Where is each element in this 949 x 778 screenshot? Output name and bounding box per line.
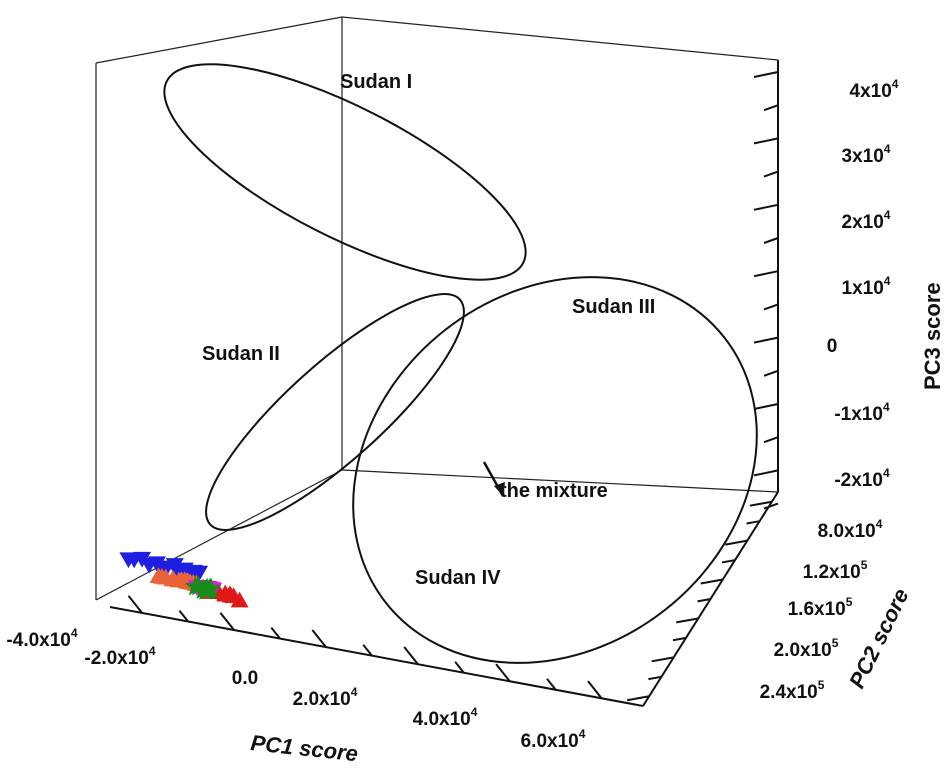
x-tick-label-1: -2.0x104 [84, 644, 155, 669]
axis-ticks [127, 71, 779, 702]
point-sudan-iii-7 [230, 591, 249, 608]
y-tick-10 [626, 695, 650, 702]
z-tick-1 [763, 104, 779, 112]
group-label-mixture: the mixture [500, 480, 608, 502]
mixture-arrow-head [494, 482, 505, 496]
z-tick-label-2: 2x104 [842, 208, 891, 233]
x-tick-10 [587, 680, 603, 699]
group-label-sudan-iv: Sudan IV [415, 567, 501, 589]
y-tick-9 [648, 675, 662, 681]
z-tick-3 [763, 170, 779, 178]
point-sudan-i-11 [190, 565, 209, 582]
y-tick-4 [700, 578, 723, 585]
point-the-mixture-9 [200, 577, 222, 598]
x-tick-label-3: 2.0x104 [293, 685, 358, 710]
x-tick-9 [546, 678, 557, 691]
y-tick-2 [725, 539, 748, 546]
z-tick-label-3: 1x104 [842, 274, 891, 299]
z-tick-0 [753, 71, 779, 78]
y-tick-1 [746, 520, 760, 525]
group-label-sudan-i: Sudan I [340, 71, 412, 93]
y-tick-7 [672, 636, 687, 642]
ellipse-sudan-iii-iv [352, 276, 758, 664]
x-tick-6 [403, 646, 419, 665]
plot-frame [95, 16, 779, 707]
z-tick-10 [753, 403, 779, 410]
x-axis-title: PC1 score [249, 730, 359, 766]
y-tick-0 [749, 500, 773, 507]
x-tick-label-4: 4.0x104 [413, 705, 478, 730]
z-tick-8 [753, 336, 779, 344]
z-tick-5 [763, 237, 779, 244]
z-tick-label-6: -2x104 [834, 466, 890, 491]
x-tick-1 [178, 609, 189, 623]
y-tick-5 [697, 598, 711, 603]
y-tick-label-1: 1.2x105 [803, 558, 868, 583]
y-axis-title: PC2 score [844, 584, 914, 692]
frame-top-right [341, 16, 779, 61]
y-tick-8 [651, 656, 674, 663]
frame-top-left [95, 16, 343, 64]
group-label-sudan-ii: Sudan II [202, 343, 280, 365]
x-tick-label-5: 6.0x104 [521, 727, 586, 752]
y-tick-6 [676, 617, 699, 624]
x-tick-2 [219, 612, 235, 631]
ellipse-sudan-ii [205, 293, 465, 531]
x-tick-4 [311, 629, 327, 648]
group-ellipses [163, 63, 758, 664]
z-tick-12 [753, 469, 779, 477]
frame-floor-right [341, 469, 779, 493]
y-tick-label-4: 2.4x105 [760, 678, 825, 703]
x-tick-5 [362, 644, 373, 657]
y-tick-label-2: 1.6x105 [788, 595, 853, 620]
x-tick-3 [270, 627, 281, 640]
z-tick-7 [763, 303, 779, 311]
z-tick-2 [753, 137, 779, 145]
z-tick-13 [763, 502, 779, 510]
x-tick-label-2: 0.0 [232, 668, 258, 689]
z-tick-label-4: 0 [827, 336, 838, 357]
point-sudan-ii-13 [164, 570, 183, 587]
x-tick-label-0: -4.0x104 [6, 626, 77, 651]
point-sudan-iii-6 [221, 586, 240, 603]
point-the-mixture-8 [195, 579, 217, 600]
data-points [119, 551, 249, 608]
ellipse-sudan-i [163, 63, 527, 281]
x-tick-7 [454, 661, 465, 674]
y-tick-3 [721, 559, 736, 564]
tick-labels: -4.0x104 -2.0x104 0.0 2.0x104 4.0x104 6.0x104… [6, 77, 898, 752]
z-tick-label-5: -1x104 [834, 400, 890, 425]
z-tick-label-0: 4x104 [850, 77, 899, 102]
x-tick-8 [495, 663, 511, 682]
z-tick-11 [763, 436, 779, 444]
z-tick-9 [763, 369, 779, 377]
point-sudan-i-12 [168, 563, 186, 580]
x-axis-line [109, 606, 644, 707]
z-tick-6 [753, 270, 779, 278]
z-axis-title: PC3 score [920, 282, 945, 390]
frame-floor-left [95, 469, 343, 601]
z-tick-4 [753, 203, 779, 211]
z-tick-label-1: 3x104 [842, 142, 891, 167]
group-label-sudan-iii: Sudan III [572, 296, 655, 318]
y-tick-label-3: 2.0x105 [774, 636, 839, 661]
y-tick-label-0: 8.0x104 [818, 517, 883, 542]
x-tick-0 [127, 595, 143, 614]
